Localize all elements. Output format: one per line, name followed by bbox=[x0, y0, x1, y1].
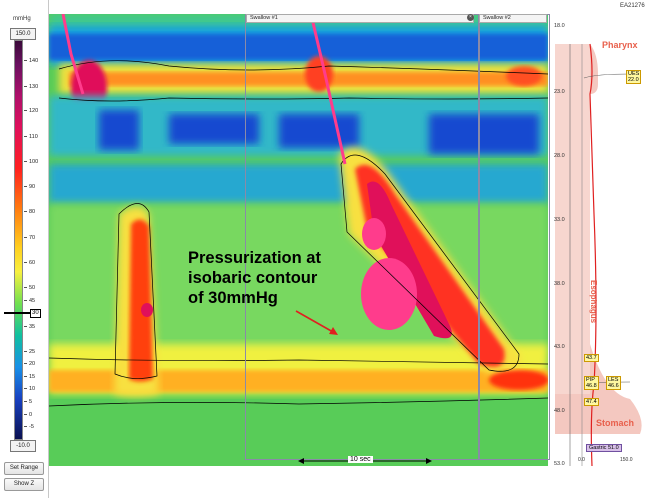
time-scale-bar: 10 sec bbox=[298, 455, 432, 467]
tick-label: 140 bbox=[24, 58, 38, 64]
show-z-button[interactable]: Show Z bbox=[4, 478, 44, 491]
pharynx-label: Pharynx bbox=[602, 40, 638, 50]
annotation-line: isobaric contour bbox=[188, 269, 318, 287]
scale-max-field[interactable]: 150.0 bbox=[10, 28, 36, 40]
depth-label: 33.0 bbox=[554, 217, 565, 223]
les-value: 46.6 bbox=[608, 383, 619, 389]
annotation-line: of 30mmHg bbox=[188, 289, 278, 307]
pressure-colorbar bbox=[14, 40, 23, 440]
unit-label: mmHg bbox=[13, 16, 31, 22]
les-label: LES bbox=[608, 377, 619, 383]
ues-value: 22.0 bbox=[628, 77, 639, 83]
swallow-window-2[interactable] bbox=[478, 14, 550, 460]
tick-label: 100 bbox=[24, 159, 38, 165]
pressure-tag-43[interactable]: 43.7 bbox=[584, 354, 599, 362]
tick-label: 80 bbox=[24, 209, 35, 215]
pip-label: PIP bbox=[586, 377, 595, 383]
esophagus-label: Esophagus bbox=[589, 280, 598, 324]
swallow-window-1[interactable] bbox=[245, 14, 480, 460]
tick-label: 45 bbox=[24, 298, 35, 304]
depth-label: 23.0 bbox=[554, 89, 565, 95]
tick-label: 10 bbox=[24, 386, 35, 392]
pressure-tag-47[interactable]: 47.4 bbox=[584, 398, 599, 406]
tick-label: 0 bbox=[24, 412, 32, 418]
stomach-label: Stomach bbox=[596, 418, 635, 428]
tick-label: 50 bbox=[24, 285, 35, 291]
tick-label: 90 bbox=[24, 184, 35, 190]
axis-max-label: 150.0 bbox=[620, 457, 633, 463]
tick-label: 5 bbox=[24, 399, 32, 405]
depth-label: 18.0 bbox=[554, 23, 565, 29]
depth-label: 48.0 bbox=[554, 408, 565, 414]
ues-tag[interactable]: UES 22.0 bbox=[626, 70, 642, 84]
time-scale-label: 10 sec bbox=[348, 456, 373, 463]
tick-label: 60 bbox=[24, 260, 35, 266]
tick-label: 20 bbox=[24, 361, 35, 367]
depth-label: 28.0 bbox=[554, 153, 565, 159]
tick-label: 15 bbox=[24, 374, 35, 380]
ues-label: UES bbox=[628, 71, 640, 77]
depth-label: 43.0 bbox=[554, 344, 565, 350]
anatomy-panel: Pharynx Esophagus Stomach UES 22.0 43.7 P… bbox=[550, 14, 646, 467]
pip-tag[interactable]: PIP 46.8 bbox=[584, 376, 599, 390]
threshold-line bbox=[4, 312, 34, 314]
tick-label: 70 bbox=[24, 235, 35, 241]
annotation-text: Pressurization at isobaric contour of 30… bbox=[188, 248, 348, 308]
pressure-scale-panel: mmHg 150.0 140 130 120 110 100 90 80 70 … bbox=[0, 0, 49, 498]
depth-label: 38.0 bbox=[554, 281, 565, 287]
set-range-button[interactable]: Set Range bbox=[4, 462, 44, 475]
gastric-tag[interactable]: Gastric 51.0 bbox=[586, 444, 622, 452]
tick-label: 110 bbox=[24, 134, 38, 140]
pip-value: 46.8 bbox=[586, 383, 597, 389]
colorbar-ticks: 140 130 120 110 100 90 80 70 60 50 45 40… bbox=[24, 0, 48, 498]
les-tag[interactable]: LES 46.6 bbox=[606, 376, 621, 390]
tick-label: 25 bbox=[24, 349, 35, 355]
tick-label: 120 bbox=[24, 108, 38, 114]
axis-min-label: 0.0 bbox=[578, 457, 585, 463]
close-icon[interactable]: × bbox=[467, 14, 474, 21]
threshold-value: 30 bbox=[30, 309, 41, 318]
threshold-marker[interactable]: 30 bbox=[4, 309, 44, 318]
patient-id: EA21276 bbox=[620, 3, 645, 9]
swallow-tab-2[interactable]: Swallow #2 bbox=[479, 14, 547, 23]
tick-label: -5 bbox=[24, 424, 34, 430]
anatomy-svg bbox=[555, 43, 642, 466]
annotation-line: Pressurization at bbox=[188, 249, 321, 267]
swallow-tab-1[interactable]: Swallow #1 bbox=[246, 14, 474, 23]
scale-min-field[interactable]: -10.0 bbox=[10, 440, 36, 452]
depth-label: 53.0 bbox=[554, 461, 565, 467]
tick-label: 35 bbox=[24, 324, 35, 330]
tick-label: 130 bbox=[24, 84, 38, 90]
